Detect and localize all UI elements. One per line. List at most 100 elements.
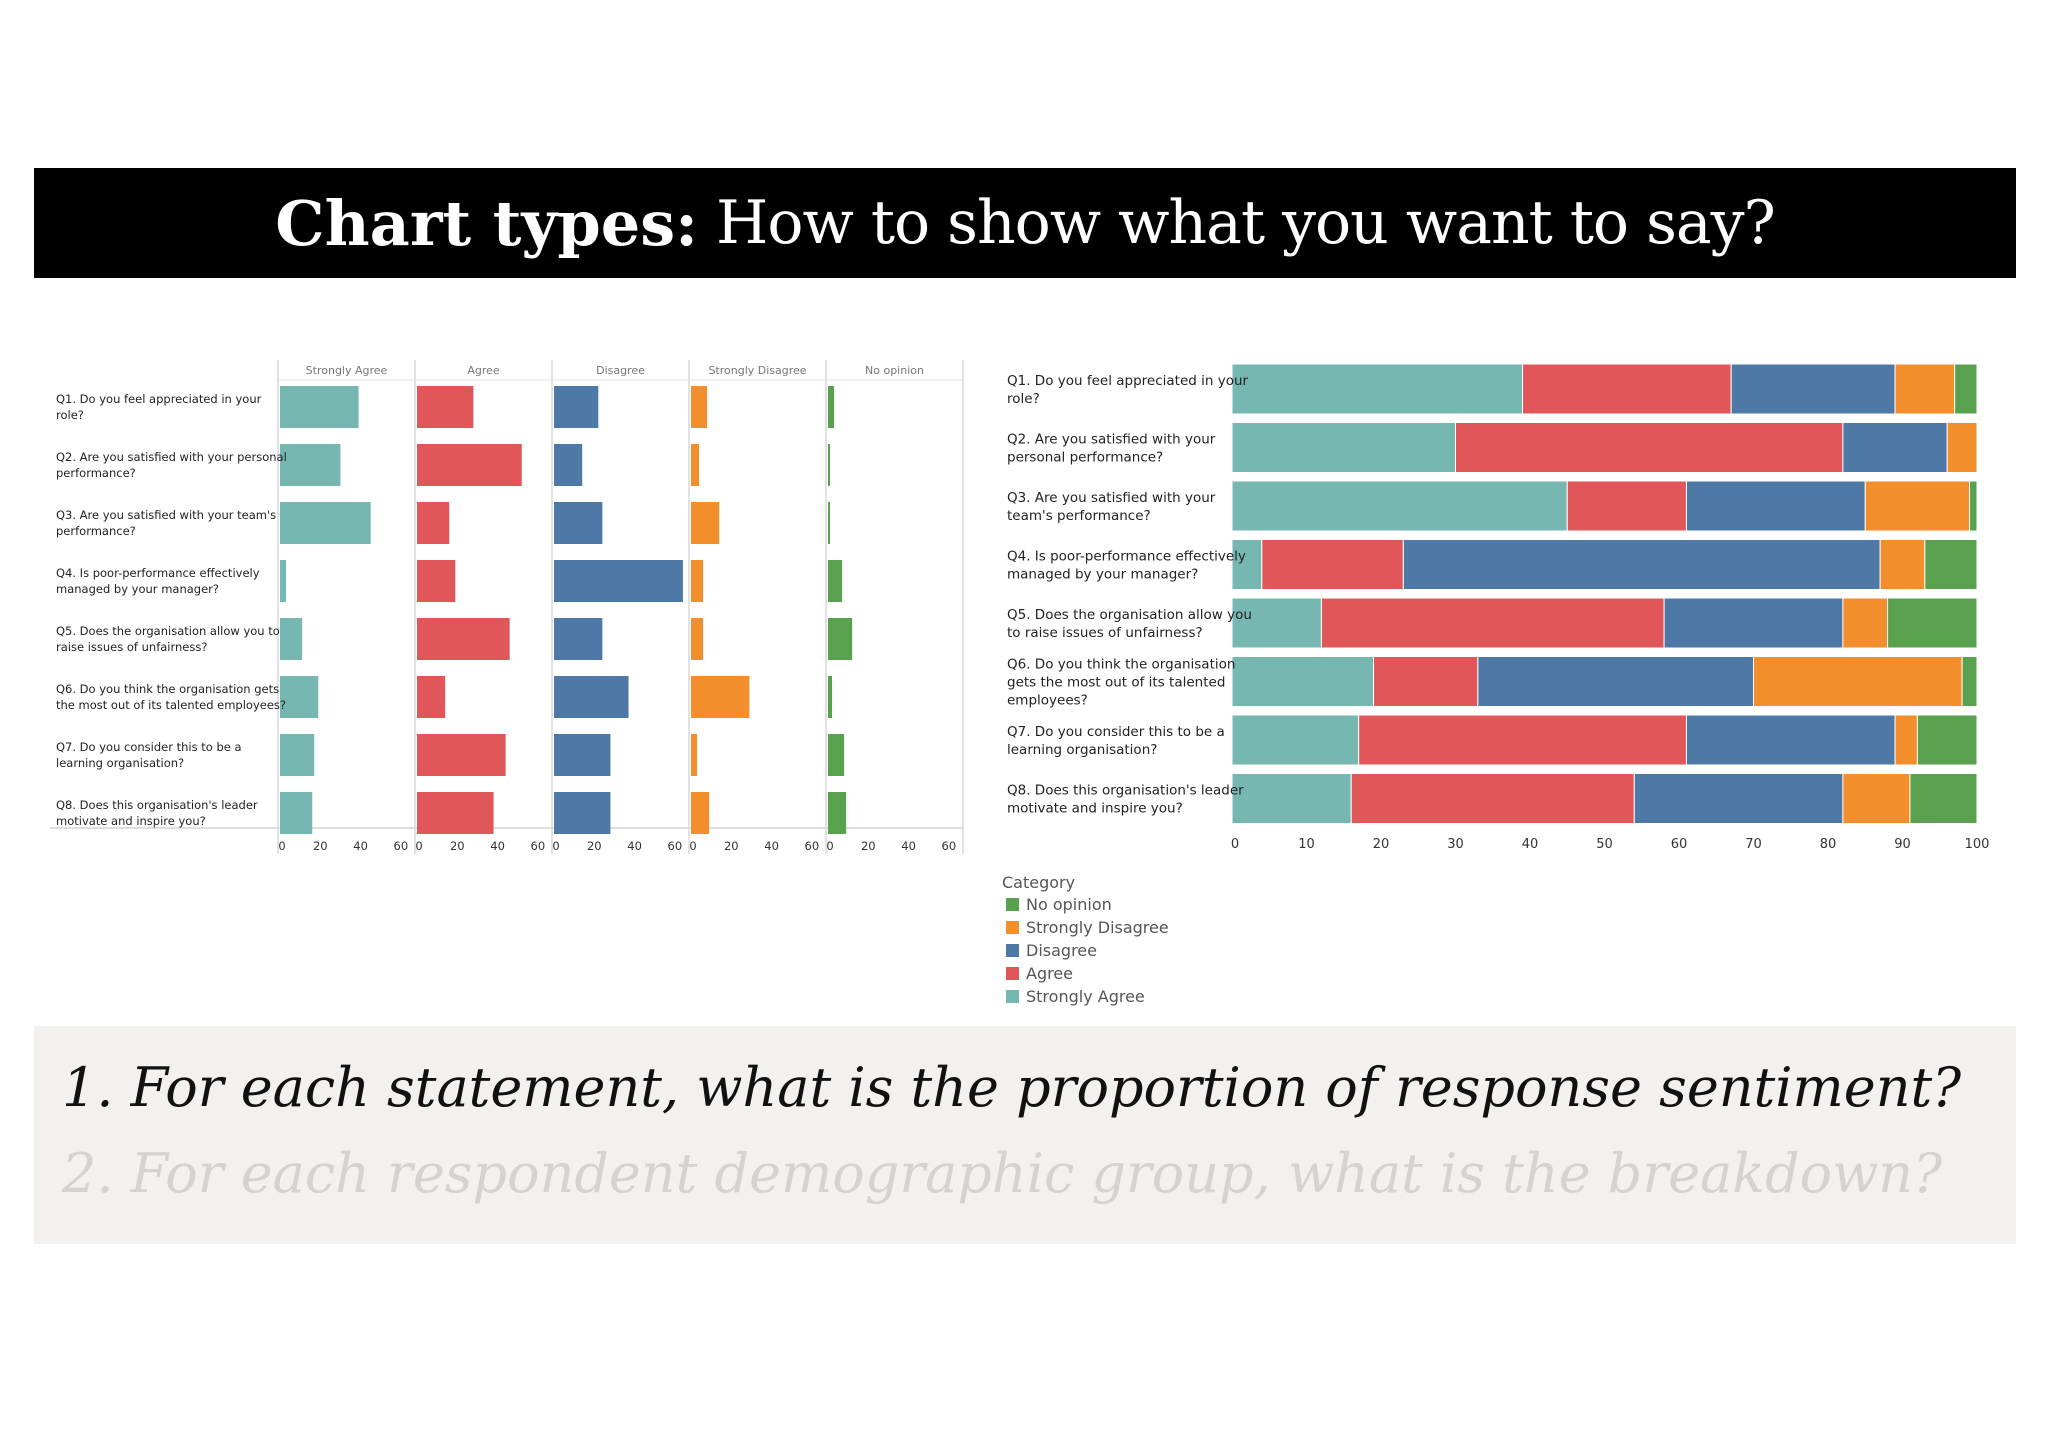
stack-tick-label: 10 — [1298, 837, 1315, 852]
sm-panel-header-agree: Agree — [467, 364, 500, 377]
sm-bar-no-opinion-q4 — [828, 560, 843, 602]
stack-seg-strongly-agree-q6 — [1231, 656, 1375, 707]
sm-tick-label: 20 — [724, 839, 739, 853]
sm-bar-disagree-q8 — [554, 792, 611, 834]
stack-seg-no-opinion-q8 — [1909, 773, 1978, 824]
legend-label-disagree: Disagree — [1026, 941, 1097, 960]
sm-bar-agree-q3 — [417, 502, 450, 544]
sm-tick-label: 60 — [531, 839, 546, 853]
stack-question-label-q8: Q8. Does this organisation's leader motiv… — [1007, 783, 1244, 817]
sm-bar-strongly-agree-q7 — [280, 734, 315, 776]
stack-seg-strongly-agree-q5 — [1231, 597, 1322, 649]
legend-label-strongly-disagree: Strongly Disagree — [1026, 918, 1169, 937]
stack-seg-strongly-disagree-q3 — [1864, 480, 1971, 532]
legend-label-agree: Agree — [1026, 964, 1073, 983]
questions-panel: 1. For each statement, what is the propo… — [34, 1026, 2016, 1244]
sm-bar-agree-q1 — [417, 386, 474, 428]
sm-bar-strongly-agree-q6 — [280, 676, 319, 718]
stack-tick-label: 30 — [1447, 837, 1464, 852]
stack-seg-no-opinion-q3 — [1969, 480, 1978, 532]
legend-swatch-strongly-agree — [1006, 990, 1019, 1003]
sm-question-label-q8: Q8. Does this organisation's leader motiv… — [56, 798, 258, 828]
stack-seg-no-opinion-q7 — [1916, 714, 1978, 766]
legend-swatch-disagree — [1006, 944, 1019, 957]
sm-panel-header-strongly-agree: Strongly Agree — [306, 364, 388, 377]
stack-seg-strongly-disagree-q6 — [1753, 656, 1963, 707]
stack-seg-disagree-q5 — [1663, 597, 1844, 649]
stack-tick-label: 40 — [1522, 837, 1539, 852]
sm-question-label-q4: Q4. Is poor-performance effectively manag… — [56, 566, 260, 596]
sm-bar-strongly-disagree-q8 — [691, 792, 710, 834]
legend-title: Category — [1002, 873, 1075, 892]
stack-tick-label: 60 — [1671, 837, 1688, 852]
stack-question-label-q2: Q2. Are you satisfied with your personal … — [1007, 432, 1216, 466]
sm-bar-strongly-disagree-q3 — [691, 502, 720, 544]
sm-bar-strongly-disagree-q5 — [691, 618, 704, 660]
question-2: 2. For each respondent demographic group… — [62, 1142, 1943, 1205]
stack-tick-label: 80 — [1820, 837, 1837, 852]
sm-bar-agree-q8 — [417, 792, 494, 834]
sm-bar-no-opinion-q1 — [828, 386, 835, 428]
sm-bar-no-opinion-q5 — [828, 618, 853, 660]
sm-bar-strongly-agree-q8 — [280, 792, 313, 834]
legend-swatch-strongly-disagree — [1006, 921, 1019, 934]
sm-question-label-q6: Q6. Do you think the organisation gets th… — [56, 682, 286, 712]
sm-question-label-q3: Q3. Are you satisfied with your team's pe… — [56, 508, 276, 538]
sm-bar-disagree-q5 — [554, 618, 603, 660]
sm-bar-strongly-agree-q1 — [280, 386, 359, 428]
stack-seg-no-opinion-q5 — [1887, 597, 1978, 649]
sm-bar-strongly-disagree-q1 — [691, 386, 708, 428]
sm-bar-no-opinion-q7 — [828, 734, 845, 776]
sm-bar-disagree-q4 — [554, 560, 683, 602]
stack-seg-strongly-disagree-q2 — [1946, 422, 1978, 473]
stack-tick-label: 50 — [1596, 837, 1613, 852]
sm-panel-header-no-opinion: No opinion — [865, 364, 924, 377]
sm-bar-no-opinion-q2 — [828, 444, 831, 486]
stack-question-label-q3: Q3. Are you satisfied with your team's pe… — [1007, 490, 1216, 524]
stack-seg-no-opinion-q6 — [1961, 656, 1978, 707]
stack-tick-label: 20 — [1373, 837, 1390, 852]
legend-swatch-agree — [1006, 967, 1019, 980]
stack-seg-agree-q4 — [1261, 539, 1404, 590]
sm-tick-label: 40 — [490, 839, 505, 853]
sm-bar-no-opinion-q6 — [828, 676, 833, 718]
sm-bar-strongly-disagree-q7 — [691, 734, 698, 776]
stack-seg-no-opinion-q4 — [1924, 539, 1978, 590]
stack-seg-disagree-q4 — [1402, 539, 1881, 590]
sm-tick-label: 0 — [278, 839, 285, 853]
sm-bar-strongly-agree-q2 — [280, 444, 341, 486]
sm-bar-agree-q6 — [417, 676, 446, 718]
legend-label-strongly-agree: Strongly Agree — [1026, 987, 1145, 1006]
sm-bar-disagree-q2 — [554, 444, 583, 486]
sm-tick-label: 60 — [942, 839, 957, 853]
stack-seg-disagree-q6 — [1477, 656, 1754, 707]
sm-tick-label: 20 — [861, 839, 876, 853]
sm-bar-disagree-q6 — [554, 676, 629, 718]
sm-tick-label: 0 — [415, 839, 422, 853]
sm-panel-header-disagree: Disagree — [596, 364, 645, 377]
small-multiples-chart: Strongly Agree 0 20 40 60 Agree 0 20 40 60 Disagre… — [50, 360, 964, 854]
sm-bar-strongly-disagree-q2 — [691, 444, 700, 486]
sm-question-label-q1: Q1. Do you feel appreciated in your role? — [56, 392, 262, 422]
sm-bar-no-opinion-q8 — [828, 792, 847, 834]
sm-tick-label: 60 — [394, 839, 409, 853]
sm-question-label-q5: Q5. Does the organisation allow you to ra… — [56, 624, 280, 654]
stack-seg-strongly-disagree-q1 — [1894, 363, 1956, 415]
stack-question-label-q4: Q4. Is poor-performance effectively manag… — [1007, 549, 1246, 583]
stack-seg-strongly-agree-q3 — [1231, 480, 1568, 532]
title-banner: Chart types: How to show what you want t… — [34, 168, 2016, 278]
stack-seg-strongly-disagree-q5 — [1842, 597, 1889, 649]
stack-question-label-q5: Q5. Does the organisation allow you to ra… — [1007, 607, 1252, 641]
sm-tick-label: 0 — [826, 839, 833, 853]
sm-tick-label: 60 — [805, 839, 820, 853]
legend-swatch-no-opinion — [1006, 898, 1019, 911]
stack-tick-label: 0 — [1231, 837, 1239, 852]
stack-seg-strongly-agree-q2 — [1231, 422, 1456, 473]
sm-tick-label: 40 — [901, 839, 916, 853]
sm-tick-label: 20 — [587, 839, 602, 853]
stack-seg-disagree-q3 — [1685, 480, 1866, 532]
stack-seg-strongly-disagree-q4 — [1879, 539, 1926, 590]
stack-seg-strongly-agree-q4 — [1231, 539, 1263, 590]
sm-bar-strongly-disagree-q4 — [691, 560, 704, 602]
sm-bar-strongly-agree-q5 — [280, 618, 303, 660]
